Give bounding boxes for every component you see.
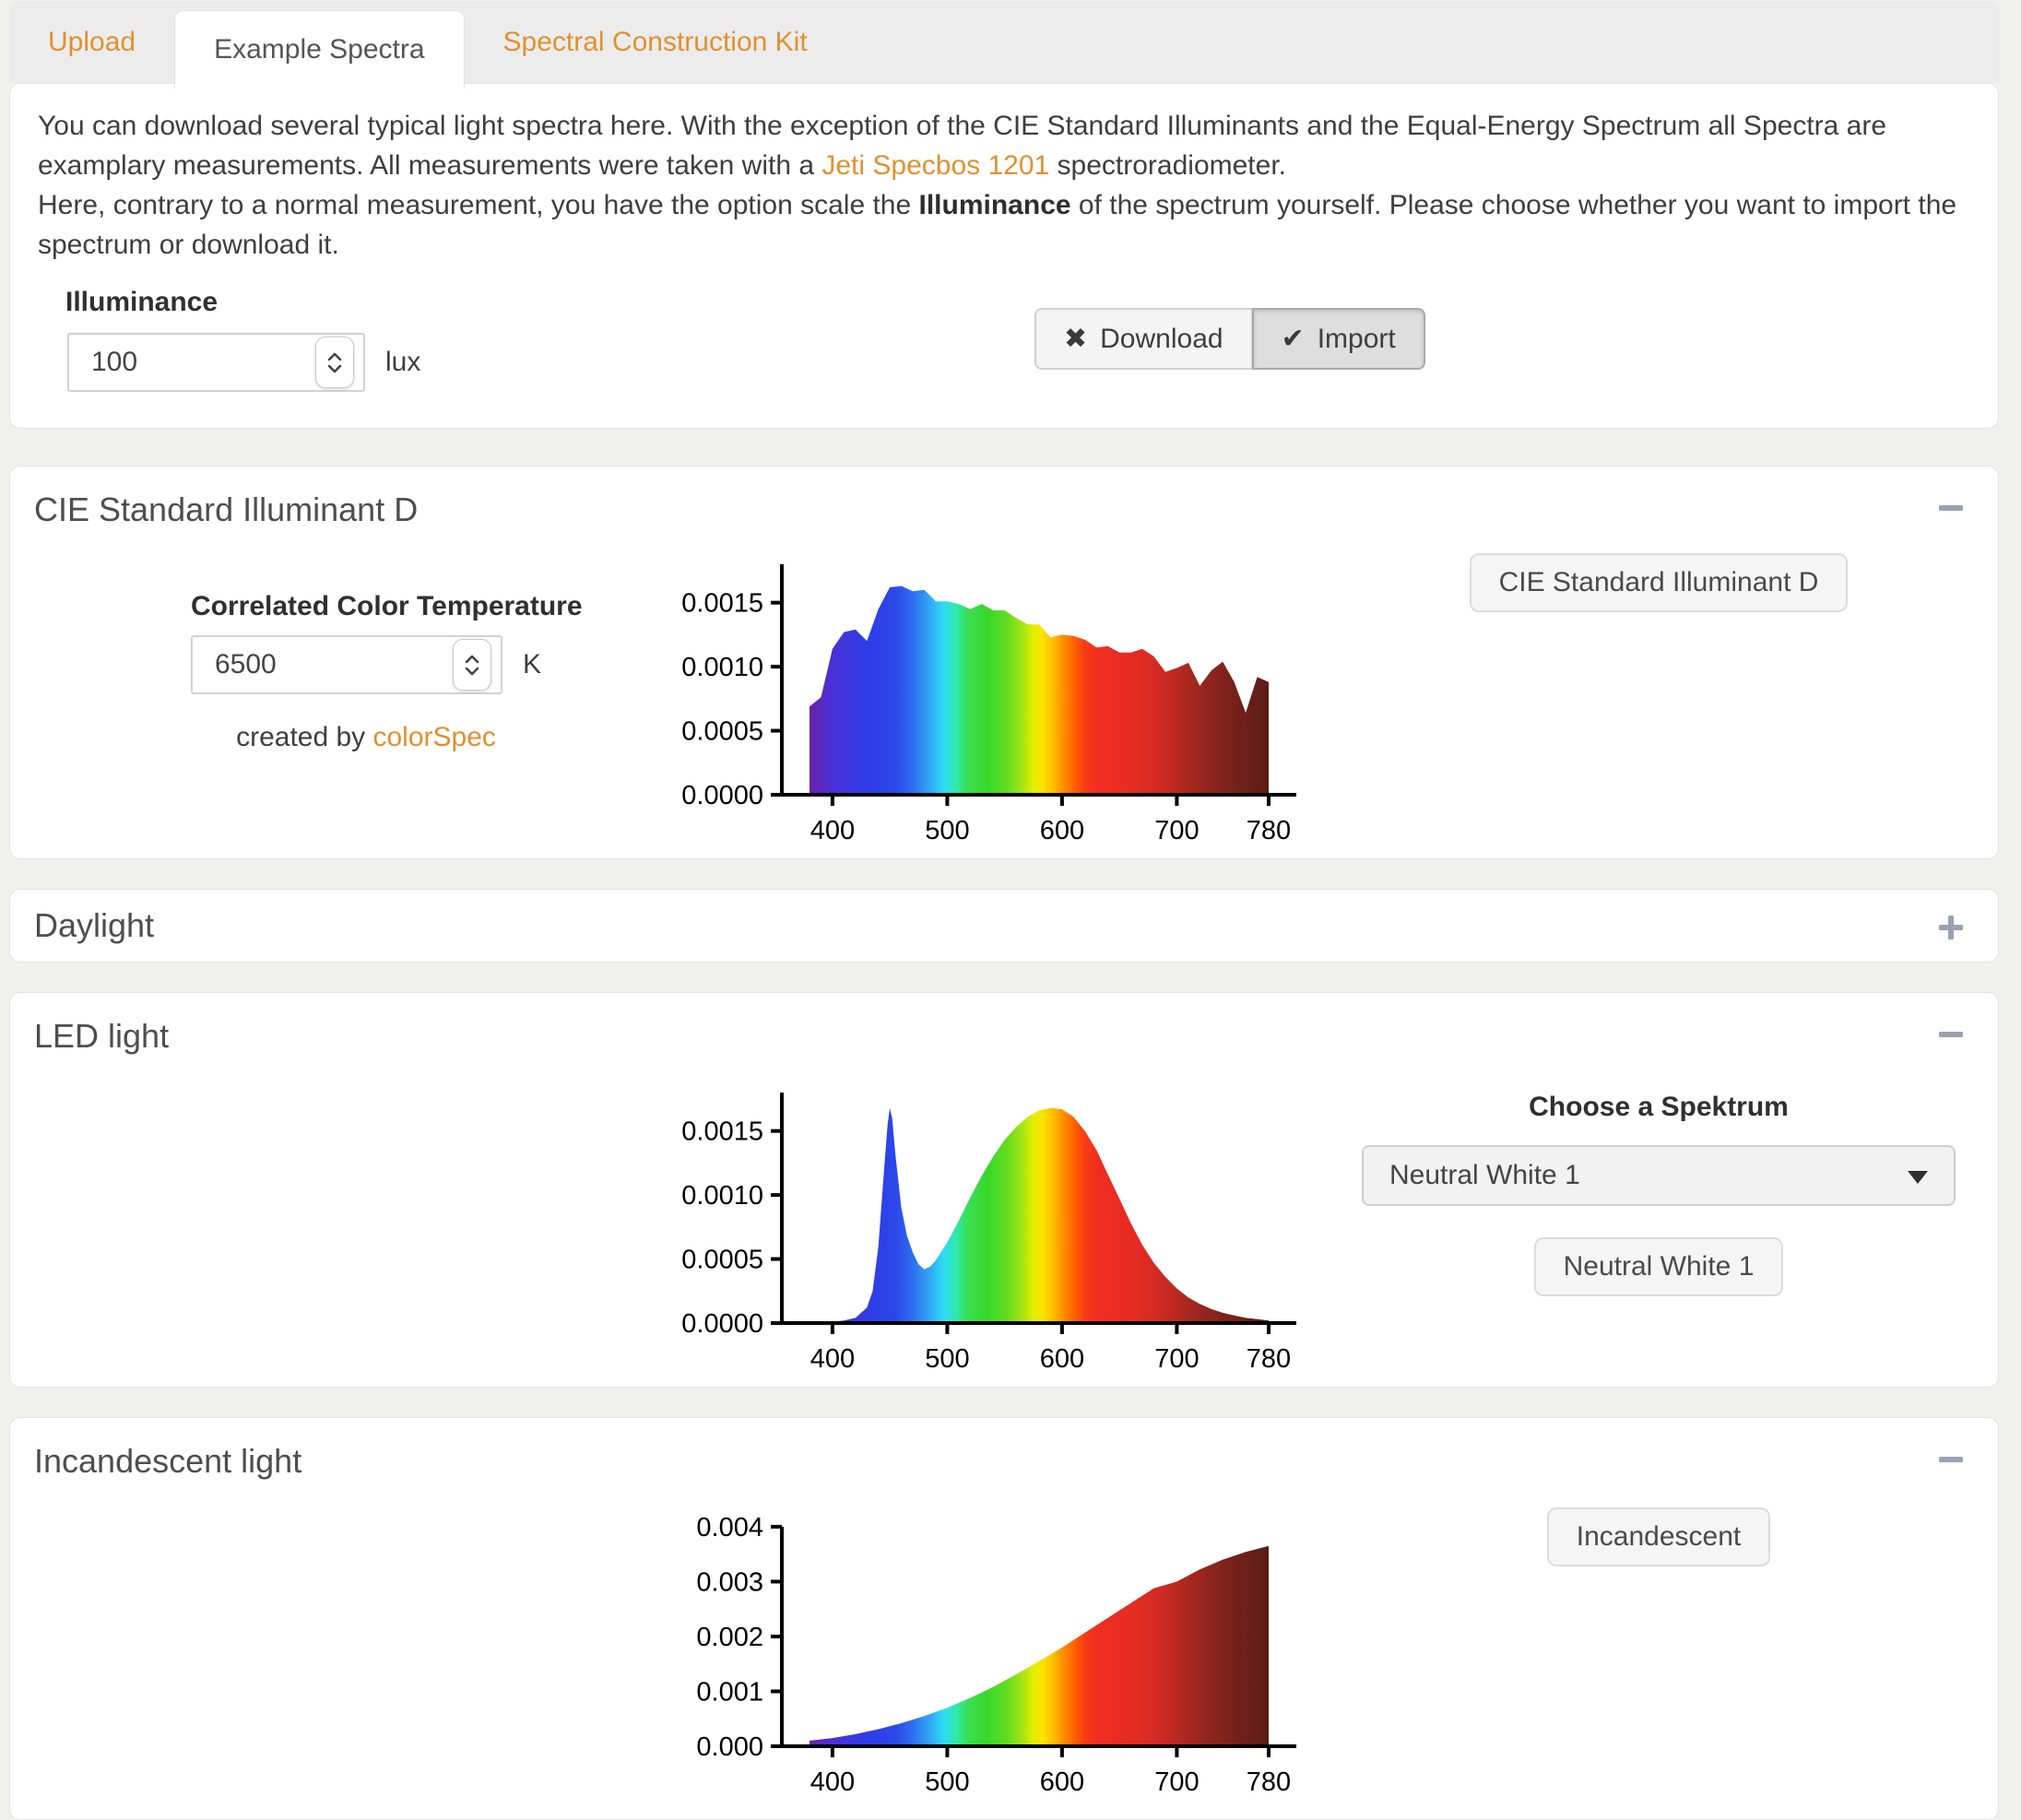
- panel-daylight: Daylight: [9, 889, 1999, 963]
- svg-text:0.0015: 0.0015: [681, 589, 763, 619]
- panel-cie-body: Correlated Color Temperature 6500 K crea…: [10, 550, 1998, 858]
- panel-led-light: LED light 0.0000 0.0005 0.0010 0.0015 400 500…: [9, 992, 1999, 1388]
- intro-text-1b: spectroradiometer.: [1049, 150, 1286, 181]
- panel-led-body: 0.0000 0.0005 0.0010 0.0015 400 500 600 700 780 …: [10, 1079, 1998, 1387]
- jeti-specbos-link[interactable]: Jeti Specbos 1201: [821, 150, 1050, 181]
- download-button[interactable]: ✖ Download: [1034, 308, 1252, 370]
- svg-text:400: 400: [810, 1767, 855, 1797]
- cct-stepper[interactable]: [452, 639, 491, 691]
- svg-text:0.002: 0.002: [696, 1623, 763, 1652]
- collapse-minus-icon[interactable]: [1933, 490, 1968, 526]
- stepper-down-icon[interactable]: [327, 364, 342, 373]
- cct-block: Correlated Color Temperature 6500 K crea…: [191, 591, 583, 753]
- svg-text:600: 600: [1040, 816, 1084, 845]
- illuminance-emphasis: Illuminance: [918, 190, 1071, 220]
- svg-text:0.0005: 0.0005: [681, 717, 763, 747]
- panel-cie-standard-illuminant-d: CIE Standard Illuminant D Correlated Col…: [9, 466, 1999, 859]
- svg-text:400: 400: [810, 1344, 855, 1374]
- import-button-label: Import: [1317, 323, 1396, 354]
- svg-text:0.0015: 0.0015: [681, 1117, 763, 1147]
- intro-text-2b: of the spectrum yourself. Please choose …: [38, 190, 1957, 260]
- svg-text:600: 600: [1040, 1344, 1084, 1374]
- download-import-group: ✖ Download ✔ Import: [1034, 308, 1425, 370]
- illuminance-input[interactable]: 100: [67, 333, 365, 392]
- colorspec-link[interactable]: colorSpec: [372, 722, 496, 752]
- svg-text:700: 700: [1154, 816, 1199, 845]
- panel-led-title: LED light: [34, 1017, 170, 1055]
- tab-bar: Upload Example Spectra Spectral Construc…: [9, 2, 1999, 89]
- illuminance-value: 100: [91, 347, 138, 377]
- incandescent-spectrum-button[interactable]: Incandescent: [1546, 1507, 1771, 1566]
- stepper-down-icon[interactable]: [465, 667, 479, 676]
- svg-text:0.0000: 0.0000: [681, 1309, 763, 1339]
- check-icon: ✔: [1281, 323, 1305, 355]
- svg-text:600: 600: [1040, 1767, 1084, 1797]
- panel-incandescent-light: Incandescent light 0.000 0.001 0.002 0.003 0…: [9, 1417, 1999, 1820]
- intro-text-1a: You can download several typical light s…: [38, 111, 1887, 181]
- tab-upload[interactable]: Upload: [48, 27, 136, 57]
- intro-card: You can download several typical light s…: [9, 83, 1999, 429]
- import-button[interactable]: ✔ Import: [1251, 308, 1425, 370]
- svg-text:780: 780: [1247, 816, 1291, 845]
- svg-text:500: 500: [925, 1344, 969, 1374]
- intro-text-2a: Here, contrary to a normal measurement, …: [38, 190, 919, 220]
- intro-paragraph-2: Here, contrary to a normal measurement, …: [38, 185, 1970, 265]
- svg-text:0.003: 0.003: [696, 1567, 763, 1597]
- svg-text:780: 780: [1247, 1344, 1291, 1374]
- illuminance-unit: lux: [385, 347, 421, 377]
- credit-line: created by colorSpec: [191, 722, 541, 753]
- svg-text:0.0010: 0.0010: [681, 1181, 763, 1211]
- cie-right-column: CIE Standard Illuminant D: [1354, 553, 1963, 612]
- x-icon: ✖: [1064, 323, 1088, 355]
- svg-text:0.001: 0.001: [696, 1677, 763, 1707]
- svg-text:0.000: 0.000: [696, 1732, 763, 1762]
- cie-spectrum-button[interactable]: CIE Standard Illuminant D: [1469, 553, 1849, 612]
- tab-example-spectra[interactable]: Example Spectra: [174, 10, 465, 89]
- stepper-up-icon[interactable]: [327, 352, 342, 361]
- credit-text: created by: [236, 722, 373, 752]
- collapse-minus-icon[interactable]: [1933, 1442, 1968, 1477]
- download-button-label: Download: [1100, 323, 1223, 354]
- chevron-down-icon: [1908, 1171, 1928, 1184]
- cie-spectrum-chart: 0.0000 0.0005 0.0010 0.0015 400 500 600 700 780: [681, 564, 1296, 845]
- svg-text:400: 400: [810, 816, 855, 845]
- cct-value: 6500: [215, 649, 277, 680]
- stepper-up-icon[interactable]: [465, 655, 479, 664]
- panel-incandescent-body: 0.000 0.001 0.002 0.003 0.004 400 500 600 700 780…: [10, 1502, 1998, 1819]
- svg-text:0.0005: 0.0005: [681, 1246, 763, 1275]
- intro-paragraph-1: You can download several typical light s…: [38, 106, 1970, 185]
- svg-text:700: 700: [1154, 1767, 1199, 1797]
- panel-cie-title: CIE Standard Illuminant D: [34, 490, 419, 528]
- incandescent-spectrum-chart: 0.000 0.001 0.002 0.003 0.004 400 500 600 700 780: [696, 1513, 1296, 1797]
- spektrum-select[interactable]: Neutral White 1: [1362, 1145, 1956, 1206]
- spektrum-select-value: Neutral White 1: [1389, 1160, 1580, 1190]
- svg-text:500: 500: [925, 1767, 969, 1797]
- led-spectrum-button[interactable]: Neutral White 1: [1533, 1237, 1784, 1296]
- cct-label: Correlated Color Temperature: [191, 591, 583, 621]
- collapse-minus-icon[interactable]: [1933, 1017, 1968, 1052]
- led-right-column: Choose a Spektrum Neutral White 1 Neutra…: [1354, 1092, 1963, 1296]
- svg-text:780: 780: [1247, 1767, 1291, 1797]
- cct-input[interactable]: 6500: [191, 635, 502, 694]
- incandescent-right-column: Incandescent: [1354, 1507, 1963, 1566]
- expand-plus-icon[interactable]: [1933, 910, 1968, 945]
- illuminance-stepper[interactable]: [315, 337, 354, 388]
- panel-daylight-title: Daylight: [34, 906, 155, 944]
- cct-unit: K: [522, 649, 541, 680]
- illuminance-label: Illuminance: [65, 287, 219, 317]
- svg-text:700: 700: [1154, 1344, 1199, 1374]
- tab-spectral-construction-kit[interactable]: Spectral Construction Kit: [502, 27, 808, 57]
- svg-text:0.004: 0.004: [696, 1513, 763, 1542]
- svg-text:500: 500: [925, 816, 969, 845]
- svg-text:0.0010: 0.0010: [681, 653, 763, 682]
- svg-text:0.0000: 0.0000: [681, 781, 763, 810]
- panel-incandescent-title: Incandescent light: [34, 1442, 302, 1480]
- choose-spektrum-label: Choose a Spektrum: [1529, 1092, 1789, 1122]
- led-spectrum-chart: 0.0000 0.0005 0.0010 0.0015 400 500 600 700 780: [681, 1093, 1296, 1374]
